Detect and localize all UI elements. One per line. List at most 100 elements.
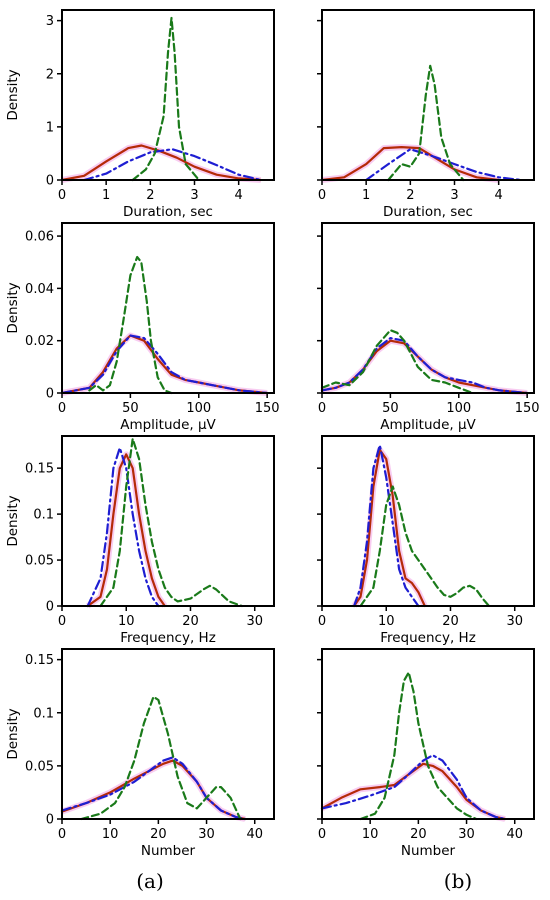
series-line-dashdot [365, 148, 522, 182]
x-tick-label: 20 [182, 614, 199, 629]
series-line-dashed [131, 16, 200, 182]
series-line-solid [60, 334, 269, 395]
y-tick-label: 0 [46, 813, 54, 828]
subplot-a-3: 0 10 20 30 0 0.05 0.1 0.15 Frequency, Hz Density [5, 435, 275, 646]
x-axis-label: Amplitude, μV [380, 417, 476, 433]
x-tick-label: 40 [246, 827, 263, 842]
series-line-dashed [99, 437, 243, 608]
x-tick-label: 30 [246, 614, 263, 629]
x-tick-label: 10 [378, 614, 395, 629]
y-tick-label: 0 [46, 600, 54, 615]
series-line-solid [353, 448, 426, 608]
y-tick-label: 0.1 [33, 508, 54, 523]
x-tick-label: 20 [150, 827, 167, 842]
subplot-b-2: 0 50 100 150 Amplitude, μV [317, 222, 540, 433]
x-axis-label: Number [401, 843, 456, 859]
x-tick-label: 150 [255, 401, 280, 416]
x-tick-label: 30 [198, 827, 215, 842]
x-tick-label: 100 [446, 401, 471, 416]
x-tick-label: 10 [102, 827, 119, 842]
y-tick-label: 0.06 [25, 230, 54, 245]
series-line-dashdot [353, 444, 420, 608]
x-tick-label: 3 [190, 188, 198, 203]
y-axis-label: Density [5, 69, 21, 120]
series-line-dashed [359, 485, 491, 608]
x-tick-label: 2 [146, 188, 154, 203]
series-line-solid [320, 146, 500, 182]
y-tick-label: 0 [46, 174, 54, 189]
y-tick-label: 0.15 [25, 462, 54, 477]
x-tick-label: 3 [450, 188, 458, 203]
axes-frame [61, 648, 275, 820]
x-axis-label: Duration, sec [123, 204, 213, 220]
series-line-dashed [359, 671, 478, 821]
x-tick-label: 40 [506, 827, 523, 842]
x-tick-label: 0 [58, 188, 66, 203]
axes-frame [321, 222, 535, 394]
x-tick-label: 0 [318, 827, 326, 842]
panel-label-b: (b) [444, 869, 472, 893]
x-tick-label: 0 [58, 827, 66, 842]
x-tick-label: 30 [458, 827, 475, 842]
y-axis-label: Density [5, 282, 21, 333]
x-tick-label: 0 [318, 188, 326, 203]
x-axis-label: Duration, sec [383, 204, 473, 220]
x-tick-label: 100 [186, 401, 211, 416]
panel-label-a: (a) [136, 869, 164, 893]
x-axis-label: Number [141, 843, 196, 859]
y-axis-label: Density [5, 708, 21, 759]
subplot-b-3: 0 10 20 30 Frequency, Hz [317, 435, 535, 646]
x-axis-label: Frequency, Hz [120, 630, 216, 646]
subplot-b-4: 0 10 20 30 40 Number [317, 648, 535, 859]
y-tick-label: 0.15 [25, 653, 54, 668]
x-tick-label: 10 [362, 827, 379, 842]
x-tick-label: 30 [506, 614, 523, 629]
x-tick-label: 50 [122, 401, 139, 416]
y-tick-label: 0.05 [25, 554, 54, 569]
series-line-dashed [387, 64, 465, 182]
series-line-dashdot [60, 334, 269, 395]
x-tick-label: 4 [235, 188, 243, 203]
axes-frame [321, 435, 535, 607]
axes-frame [61, 222, 275, 394]
y-axis-label: Density [5, 495, 21, 546]
series-line-dashdot [320, 337, 529, 395]
series-line-dashed [80, 695, 242, 821]
x-tick-label: 2 [406, 188, 414, 203]
x-tick-label: 1 [362, 188, 370, 203]
axes-frame [321, 648, 535, 820]
y-tick-label: 2 [46, 67, 54, 82]
x-tick-label: 4 [495, 188, 503, 203]
subplot-a-4: 0 10 20 30 40 0 0.05 0.1 0.15 Number Density [5, 648, 275, 859]
x-tick-label: 0 [318, 614, 326, 629]
series-line-dashdot [82, 148, 262, 182]
x-tick-label: 20 [442, 614, 459, 629]
series-line-dashdot [320, 754, 507, 821]
y-tick-label: 1 [46, 120, 54, 135]
y-tick-label: 0.02 [25, 334, 54, 349]
x-axis-label: Amplitude, μV [120, 417, 216, 433]
y-tick-label: 0 [46, 387, 54, 402]
x-tick-label: 0 [318, 401, 326, 416]
x-tick-label: 10 [118, 614, 135, 629]
x-axis-label: Frequency, Hz [380, 630, 476, 646]
x-tick-label: 1 [102, 188, 110, 203]
axes-frame [61, 9, 275, 181]
x-tick-label: 50 [382, 401, 399, 416]
x-tick-label: 20 [410, 827, 427, 842]
y-tick-label: 0.05 [25, 759, 54, 774]
subplot-b-1: 0 1 2 3 4 Duration, sec [317, 9, 535, 220]
series-halo [321, 337, 528, 396]
subplot-a-2: 0 50 100 150 0 0.02 0.04 0.06 Amplitude, μV Densi… [5, 222, 280, 433]
x-tick-label: 150 [515, 401, 540, 416]
axes-frame [61, 435, 275, 607]
axes-frame [321, 9, 535, 181]
series-line-dashed [88, 255, 173, 395]
series-line-dashdot [86, 446, 160, 608]
series-line-dashed [320, 329, 474, 395]
x-tick-label: 0 [58, 614, 66, 629]
y-tick-label: 3 [46, 14, 54, 29]
y-tick-label: 0.1 [33, 706, 54, 721]
